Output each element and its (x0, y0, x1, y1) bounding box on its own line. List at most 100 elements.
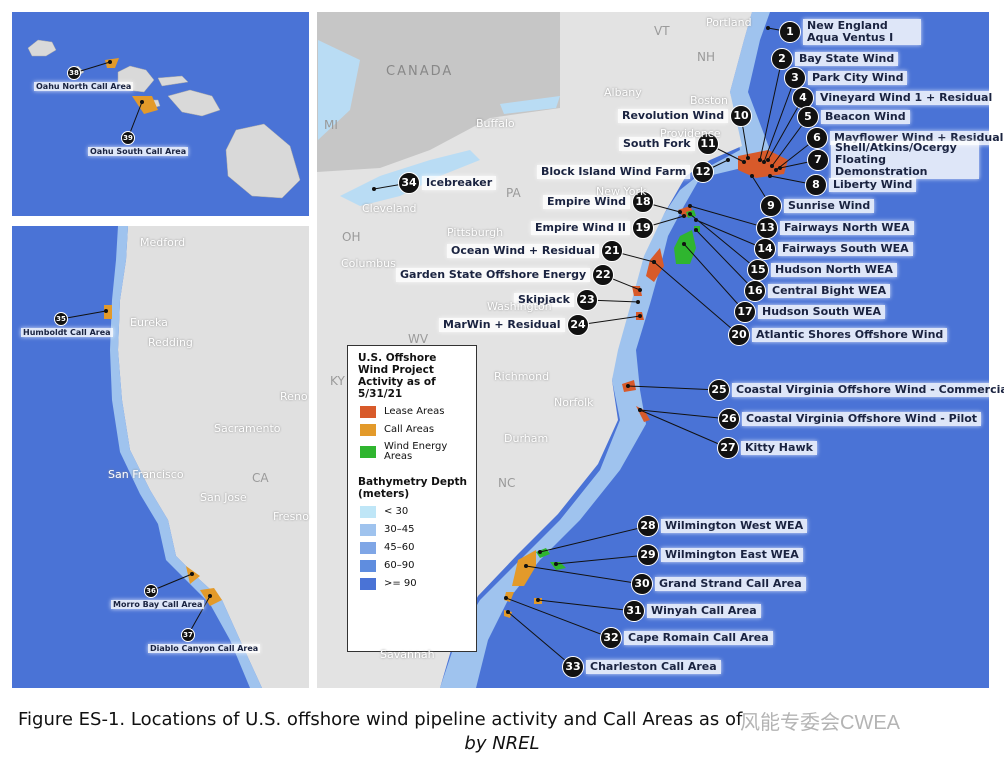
legend-item: >= 90 (360, 578, 476, 590)
site-dot (506, 610, 510, 614)
site-dot (726, 158, 730, 162)
project-label: Coastal Virginia Offshore Wind - Pilot (742, 412, 982, 426)
legend-item: Call Areas (360, 424, 476, 436)
site-dot (694, 218, 698, 222)
site-dot (190, 572, 194, 576)
project-number: 23 (576, 289, 598, 311)
leader-line (653, 261, 740, 336)
project-label: Ocean Wind + Residual (447, 244, 600, 258)
project-label: South Fork (619, 137, 695, 151)
project-label: Oahu South Call Area (88, 147, 189, 156)
place-label: KY (330, 374, 345, 388)
site-dot (638, 288, 642, 292)
leader-line (627, 385, 720, 391)
project-label: Empire Wind (543, 195, 630, 209)
site-dot (682, 214, 686, 218)
legend-swatch (360, 406, 376, 418)
project-number: 35 (54, 312, 68, 326)
project-number: 27 (717, 437, 739, 459)
site-dot (694, 228, 698, 232)
project-label: Central Bight WEA (768, 284, 891, 298)
legend-label: 60–90 (384, 560, 415, 571)
legend-label: 30–45 (384, 524, 415, 535)
project-number: 9 (760, 195, 782, 217)
leader-line (763, 77, 796, 163)
legend-label: >= 90 (384, 578, 417, 589)
project-label: Winyah Call Area (647, 604, 761, 618)
project-number: 33 (562, 656, 584, 678)
site-dot (372, 187, 376, 191)
project-number: 34 (398, 172, 420, 194)
site-dot (758, 158, 762, 162)
legend-swatch (360, 446, 376, 458)
caption-byline: by NREL (464, 733, 540, 754)
project-number: 15 (747, 259, 769, 281)
place-label: Buffalo (476, 117, 515, 130)
project-number: 6 (806, 127, 828, 149)
site-dot (504, 596, 508, 600)
project-label: Morro Bay Call Area (111, 600, 205, 609)
place-label: CA (252, 471, 269, 485)
project-label: Kitty Hawk (741, 441, 817, 455)
leader-line (695, 229, 756, 292)
project-label: MarWin + Residual (439, 318, 565, 332)
caption: Figure ES-1. Locations of U.S. offshore … (0, 708, 1004, 756)
site-dot (536, 598, 540, 602)
place-label: Fresno (273, 510, 310, 523)
watermark: 风能专委会CWEA (740, 712, 900, 734)
place-label: VT (654, 24, 670, 38)
place-label: Boston (690, 94, 729, 107)
place-label: Sacramento (214, 422, 281, 435)
project-number: 29 (637, 544, 659, 566)
project-number: 11 (697, 133, 719, 155)
leader-line (555, 554, 649, 565)
place-label: Medford (140, 236, 186, 249)
call-area (132, 96, 158, 114)
caption-text: Figure ES-1. Locations of U.S. offshore … (18, 709, 743, 730)
call-area (105, 58, 119, 68)
place-label: Providence (660, 127, 721, 140)
project-label: Shell/Atkins/Ocergy Floating Demonstrati… (831, 141, 979, 179)
place-label: WV (408, 332, 429, 346)
project-number: 21 (601, 240, 623, 262)
legend-swatch (360, 542, 376, 554)
legend-label: 45–60 (384, 542, 415, 553)
site-dot (762, 160, 766, 164)
site-dot (638, 314, 642, 318)
place-label: Pittsburgh (447, 226, 504, 239)
leader-line (683, 243, 746, 313)
legend-swatch (360, 506, 376, 518)
project-label: Humboldt Call Area (21, 328, 113, 337)
project-number: 17 (734, 301, 756, 323)
leader-line (639, 409, 730, 420)
place-label: PA (506, 186, 521, 200)
project-number: 10 (730, 105, 752, 127)
place-label: Eureka (130, 316, 168, 329)
legend: U.S. Offshore Wind Project Activity as o… (347, 345, 477, 652)
canada (317, 12, 560, 172)
site-dot (770, 164, 774, 168)
site-dot (538, 550, 542, 554)
legend-item: 30–45 (360, 524, 476, 536)
project-number: 25 (708, 379, 730, 401)
site-dot (774, 168, 778, 172)
project-number: 2 (771, 48, 793, 70)
legend-subtitle: Bathymetry Depth (meters) (358, 476, 468, 500)
legend-label: Call Areas (384, 424, 435, 435)
leader-line (689, 205, 768, 229)
project-number: 20 (728, 324, 750, 346)
project-number: 30 (631, 573, 653, 595)
project-number: 14 (754, 238, 776, 260)
legend-label: Lease Areas (384, 406, 445, 417)
place-label: Richmond (494, 370, 550, 383)
site-dot (524, 564, 528, 568)
place-label: OH (342, 230, 361, 244)
site-dot (678, 210, 682, 214)
project-number: 28 (637, 515, 659, 537)
site-dot (746, 156, 750, 160)
place-label: Redding (148, 336, 193, 349)
project-number: 5 (797, 106, 819, 128)
leader-line (759, 58, 783, 161)
legend-swatch (360, 578, 376, 590)
